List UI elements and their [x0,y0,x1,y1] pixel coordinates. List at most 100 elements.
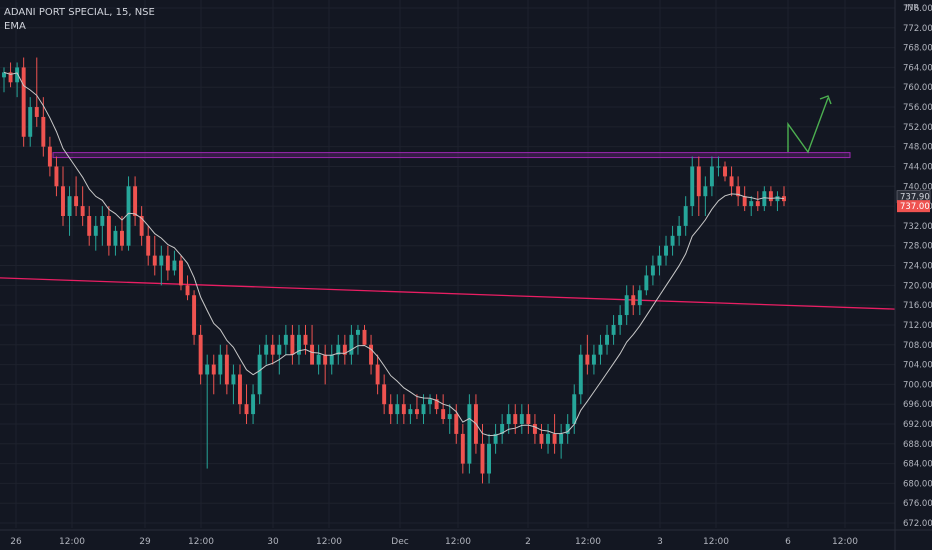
candle-body [447,414,452,420]
price-tick-label: 724.00 [903,262,932,272]
candle-body [460,433,465,464]
candle-body [637,290,642,306]
projection-arrow-layer [787,95,832,154]
candle-body [578,354,583,395]
resistance-zone-layer [52,152,851,159]
candle-body [414,409,419,415]
candle-body [54,166,59,187]
candle-body [539,433,544,444]
candle-body [93,225,98,236]
candle-body [146,235,151,256]
price-tick-label: 744.00 [903,162,932,172]
candle-body [15,67,20,83]
candle-body [690,166,695,207]
candle-body [2,72,6,78]
support-trendline[interactable] [0,277,896,310]
candle-body [500,424,505,434]
candle-body [198,334,203,375]
candle-body [618,315,623,325]
candle-body [408,409,413,415]
candle-body [624,295,629,316]
price-tick-label: 756.00 [903,103,932,113]
price-axis[interactable]: 672.00 676.00 680.00 684.00 688.00 692.00 696.… [894,0,932,550]
price-tick-label: 768.00 [903,44,932,54]
candle-body [762,191,767,207]
time-tick-label: 12:00 [316,537,342,547]
price-tick-label: 704.00 [903,361,932,371]
candle-body [310,344,315,365]
price-tick-label: 760.00 [903,83,932,93]
candle-body [657,255,662,266]
candle-body [506,414,511,424]
candle-body [172,260,177,271]
price-tick-label: 776.00 [903,4,932,14]
close-price-box [897,200,930,213]
candle-body [519,414,524,424]
price-tick-label: 692.00 [903,420,932,430]
currency-label: INR [905,3,919,12]
candle-body [303,334,308,345]
candle-body [487,443,492,474]
price-tick-label: 688.00 [903,440,932,450]
candle-body [34,107,39,117]
trendline-layer [0,277,896,310]
price-tick-label: 696.00 [903,400,932,410]
candle-body [454,414,459,434]
symbol-title[interactable]: ADANI PORT SPECIAL, 15, NSE [4,7,155,18]
candle-body [126,186,131,246]
candle-body [513,414,518,424]
price-tick-label: 676.00 [903,499,932,509]
candle-body [644,275,649,291]
time-tick-label: 6 [785,537,791,547]
candle-body [296,334,301,355]
candle-body [179,260,183,286]
time-tick-label: 30 [267,537,279,547]
price-tick-label: 732.00 [903,222,932,232]
candle-body [650,265,655,276]
candle-body [585,354,590,365]
price-tick-label: 680.00 [903,479,932,489]
candle-body [8,72,13,83]
candle-body [670,235,675,246]
candle-body [323,354,328,365]
candle-body [28,107,33,137]
ema-indicator-label[interactable]: EMA [4,21,26,32]
candle-body [67,196,72,216]
candle-body [605,334,609,345]
candle-body [716,166,721,168]
candle-body [526,414,531,424]
time-tick-label: 3 [657,537,663,547]
chart-legend: ADANI PORT SPECIAL, 15, NSE EMA [4,6,155,34]
time-tick-label: 12:00 [703,537,729,547]
candle-body [264,344,269,355]
resistance-zone[interactable] [52,152,851,159]
close-price-label: 737.00 [900,202,930,212]
candle-body [290,334,295,355]
candle-body [428,399,433,405]
projection-arrow[interactable] [787,97,829,154]
candle-body [224,354,229,385]
candle-body [238,374,242,405]
candle-body [152,255,157,266]
candle-body [375,364,380,385]
candle-body [782,196,786,202]
candle-body [165,255,170,271]
candle-body [277,344,282,355]
time-tick-label: 2 [525,537,531,547]
candle-body [677,225,682,236]
candle-body [395,404,400,415]
candle-body [349,334,354,355]
candle-body [382,384,387,405]
candle-body [736,186,741,197]
candle-body [21,67,26,137]
candle-body [434,399,439,410]
price-tick-label: 716.00 [903,301,932,311]
arrow-head-icon [819,95,832,105]
candle-body [611,324,616,335]
candle-body [251,394,256,415]
ema-line [3,71,785,437]
price-tick-label: 748.00 [903,143,932,153]
time-axis[interactable]: 26 12:00 29 12:00 30 12:00 Dec 12:00 2 12:00 3 12:0… [0,529,932,547]
candle-body [664,245,668,256]
